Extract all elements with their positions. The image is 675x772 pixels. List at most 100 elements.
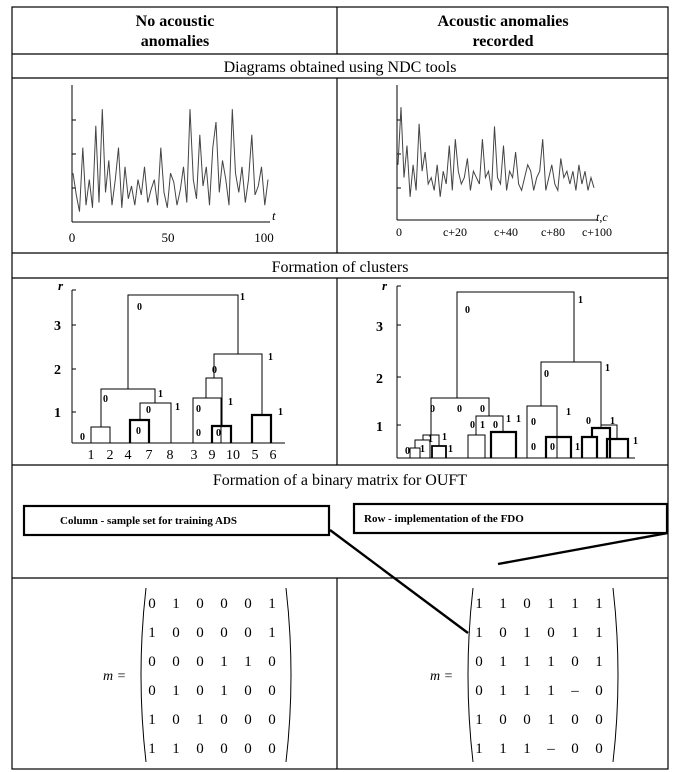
cluster-left-leaf: 4 xyxy=(125,448,132,463)
cluster-right-ytick-3: 3 xyxy=(376,320,383,335)
ndc-right-tick-3: c+80 xyxy=(541,225,565,239)
cluster-left-edge-label: 1 xyxy=(268,352,273,363)
matrix-left-cell: 0 xyxy=(244,712,252,728)
matrix-left-cell: 0 xyxy=(268,683,276,699)
matrix-right-cell: – xyxy=(570,683,579,699)
matrix-right-cell: 1 xyxy=(475,625,483,641)
cluster-right-edge-label: 1 xyxy=(578,295,583,306)
cluster-right-edge-label: 1 xyxy=(428,434,433,445)
cluster-right-edge-label: 0 xyxy=(465,305,470,316)
matrix-right-cell: 1 xyxy=(523,654,531,670)
cluster-left-leaf: 9 xyxy=(209,448,216,463)
ndc-right-signal-line xyxy=(397,107,595,197)
matrix-left-cell: 0 xyxy=(268,712,276,728)
cluster-right-edge-label: 1 xyxy=(516,414,521,425)
cluster-right-edge-label: 1 xyxy=(566,407,571,418)
cluster-left-edge-label: 1 xyxy=(240,292,245,303)
cluster-left-edge-label: 0 xyxy=(80,432,85,443)
matrix-right-cell: 1 xyxy=(595,654,603,670)
cluster-right-edge-label: 0 xyxy=(531,442,536,453)
cluster-right-edge-label: 0 xyxy=(531,417,536,428)
matrix-right-cell: 0 xyxy=(571,712,579,728)
cluster-left-edge-label: 0 xyxy=(136,426,141,437)
matrix-left-cell: 0 xyxy=(220,741,228,757)
matrix-left-cell: 0 xyxy=(268,741,276,757)
cluster-right-edge-label: 0 xyxy=(470,420,475,431)
ndc-left-signal-line xyxy=(72,109,269,212)
cluster-left-leaf: 7 xyxy=(146,448,153,463)
cluster-left-leaf: 3 xyxy=(191,448,198,463)
cluster-left-leaf: 2 xyxy=(107,448,114,463)
matrix-left-cell: 1 xyxy=(172,741,180,757)
cluster-left-edge-label: 0 xyxy=(146,405,151,416)
matrix-right-cell: 0 xyxy=(547,625,555,641)
ndc-right-tick-4: c+100 xyxy=(582,225,612,239)
cluster-left-edge-label: 0 xyxy=(216,428,221,439)
matrix-left-cell: 0 xyxy=(172,654,180,670)
matrix-left-cell: 0 xyxy=(220,596,228,612)
matrix-right-cell: 1 xyxy=(475,741,483,757)
column-callout-text: Column - sample set for training ADS xyxy=(60,515,237,527)
matrix-right-label: m = xyxy=(430,669,453,684)
matrix-left-cell: 1 xyxy=(220,683,228,699)
cluster-right-edge-label: 0 xyxy=(586,416,591,427)
header-col2-line2: recorded xyxy=(472,33,533,50)
matrix-right-cell: 0 xyxy=(595,741,603,757)
matrix-left-cell: 0 xyxy=(148,683,156,699)
matrix-right-cell: 0 xyxy=(475,654,483,670)
cluster-right-edge-label: 1 xyxy=(506,414,511,425)
matrix-right-cell: 1 xyxy=(571,596,579,612)
matrix-left-cell: 0 xyxy=(244,683,252,699)
matrix-right-cell: 0 xyxy=(475,683,483,699)
row-callout-box xyxy=(352,502,669,535)
matrix-left-cell: 0 xyxy=(244,625,252,641)
matrix-left-cell: 1 xyxy=(172,683,180,699)
ndc-right-tick-0: 0 xyxy=(396,225,402,239)
matrix-right-cell: 1 xyxy=(499,741,507,757)
column-callout-pointer xyxy=(329,529,469,634)
matrix-left-cell: 1 xyxy=(196,712,204,728)
cluster-right-dendrogram xyxy=(396,285,635,459)
cluster-right-edge-label: 1 xyxy=(610,416,615,427)
matrix-right-cell: 0 xyxy=(499,625,507,641)
cluster-left-edge-label: 0 xyxy=(212,365,217,376)
matrix-right-cell: 1 xyxy=(523,625,531,641)
cluster-right-ytick-2: 2 xyxy=(376,372,383,387)
cluster-right-edge-label: 1 xyxy=(420,444,425,455)
matrix-right-cell: – xyxy=(546,741,555,757)
cluster-left-edge-label: 0 xyxy=(137,302,142,313)
matrix-left-cell: 1 xyxy=(148,712,156,728)
cluster-right-edge-label: 0 xyxy=(405,446,410,457)
matrix-right-cell: 1 xyxy=(499,654,507,670)
matrix-right-cell: 1 xyxy=(523,683,531,699)
cluster-left-edge-label: 1 xyxy=(158,389,163,400)
cluster-left-ytick-1: 1 xyxy=(54,406,61,421)
matrix-left-cell: 0 xyxy=(244,596,252,612)
column-callout-box xyxy=(22,504,331,537)
matrix-left-cell: 1 xyxy=(172,596,180,612)
matrix-right-cell: 1 xyxy=(475,712,483,728)
cluster-left-edge-label: 0 xyxy=(196,428,201,439)
ndc-left-chart: t 0 50 100 xyxy=(69,85,276,245)
matrix-right-cell: 1 xyxy=(547,596,555,612)
cluster-right-edge-label: 1 xyxy=(442,432,447,443)
matrix-left-cell: 0 xyxy=(220,712,228,728)
matrix-right-cell: 1 xyxy=(595,625,603,641)
cluster-left-ytick-2: 2 xyxy=(54,363,61,378)
cluster-left-leaf: 6 xyxy=(270,448,277,463)
matrix-right-cell: 1 xyxy=(547,712,555,728)
matrix-left-cell: 0 xyxy=(196,596,204,612)
matrix-left-cell: 0 xyxy=(172,625,180,641)
matrix-left-cell: 0 xyxy=(196,654,204,670)
cluster-left-ytick-3: 3 xyxy=(54,319,61,334)
matrix-left-right-bracket xyxy=(285,587,292,763)
ndc-right-chart: t,c 0 c+20 c+40 c+80 c+100 xyxy=(396,85,612,239)
cluster-right-edge-label: 0 xyxy=(430,404,435,415)
section-clusters-title: Formation of clusters xyxy=(272,259,409,276)
matrix-right-cell: 0 xyxy=(499,712,507,728)
section-binary-title: Formation of a binary matrix for OUFT xyxy=(213,472,467,489)
ndc-right-tick-1: c+20 xyxy=(443,225,467,239)
header-col2-line1: Acoustic anomalies xyxy=(437,13,568,30)
matrix-left-cell: 1 xyxy=(268,625,276,641)
matrix-left-cell: 1 xyxy=(220,654,228,670)
